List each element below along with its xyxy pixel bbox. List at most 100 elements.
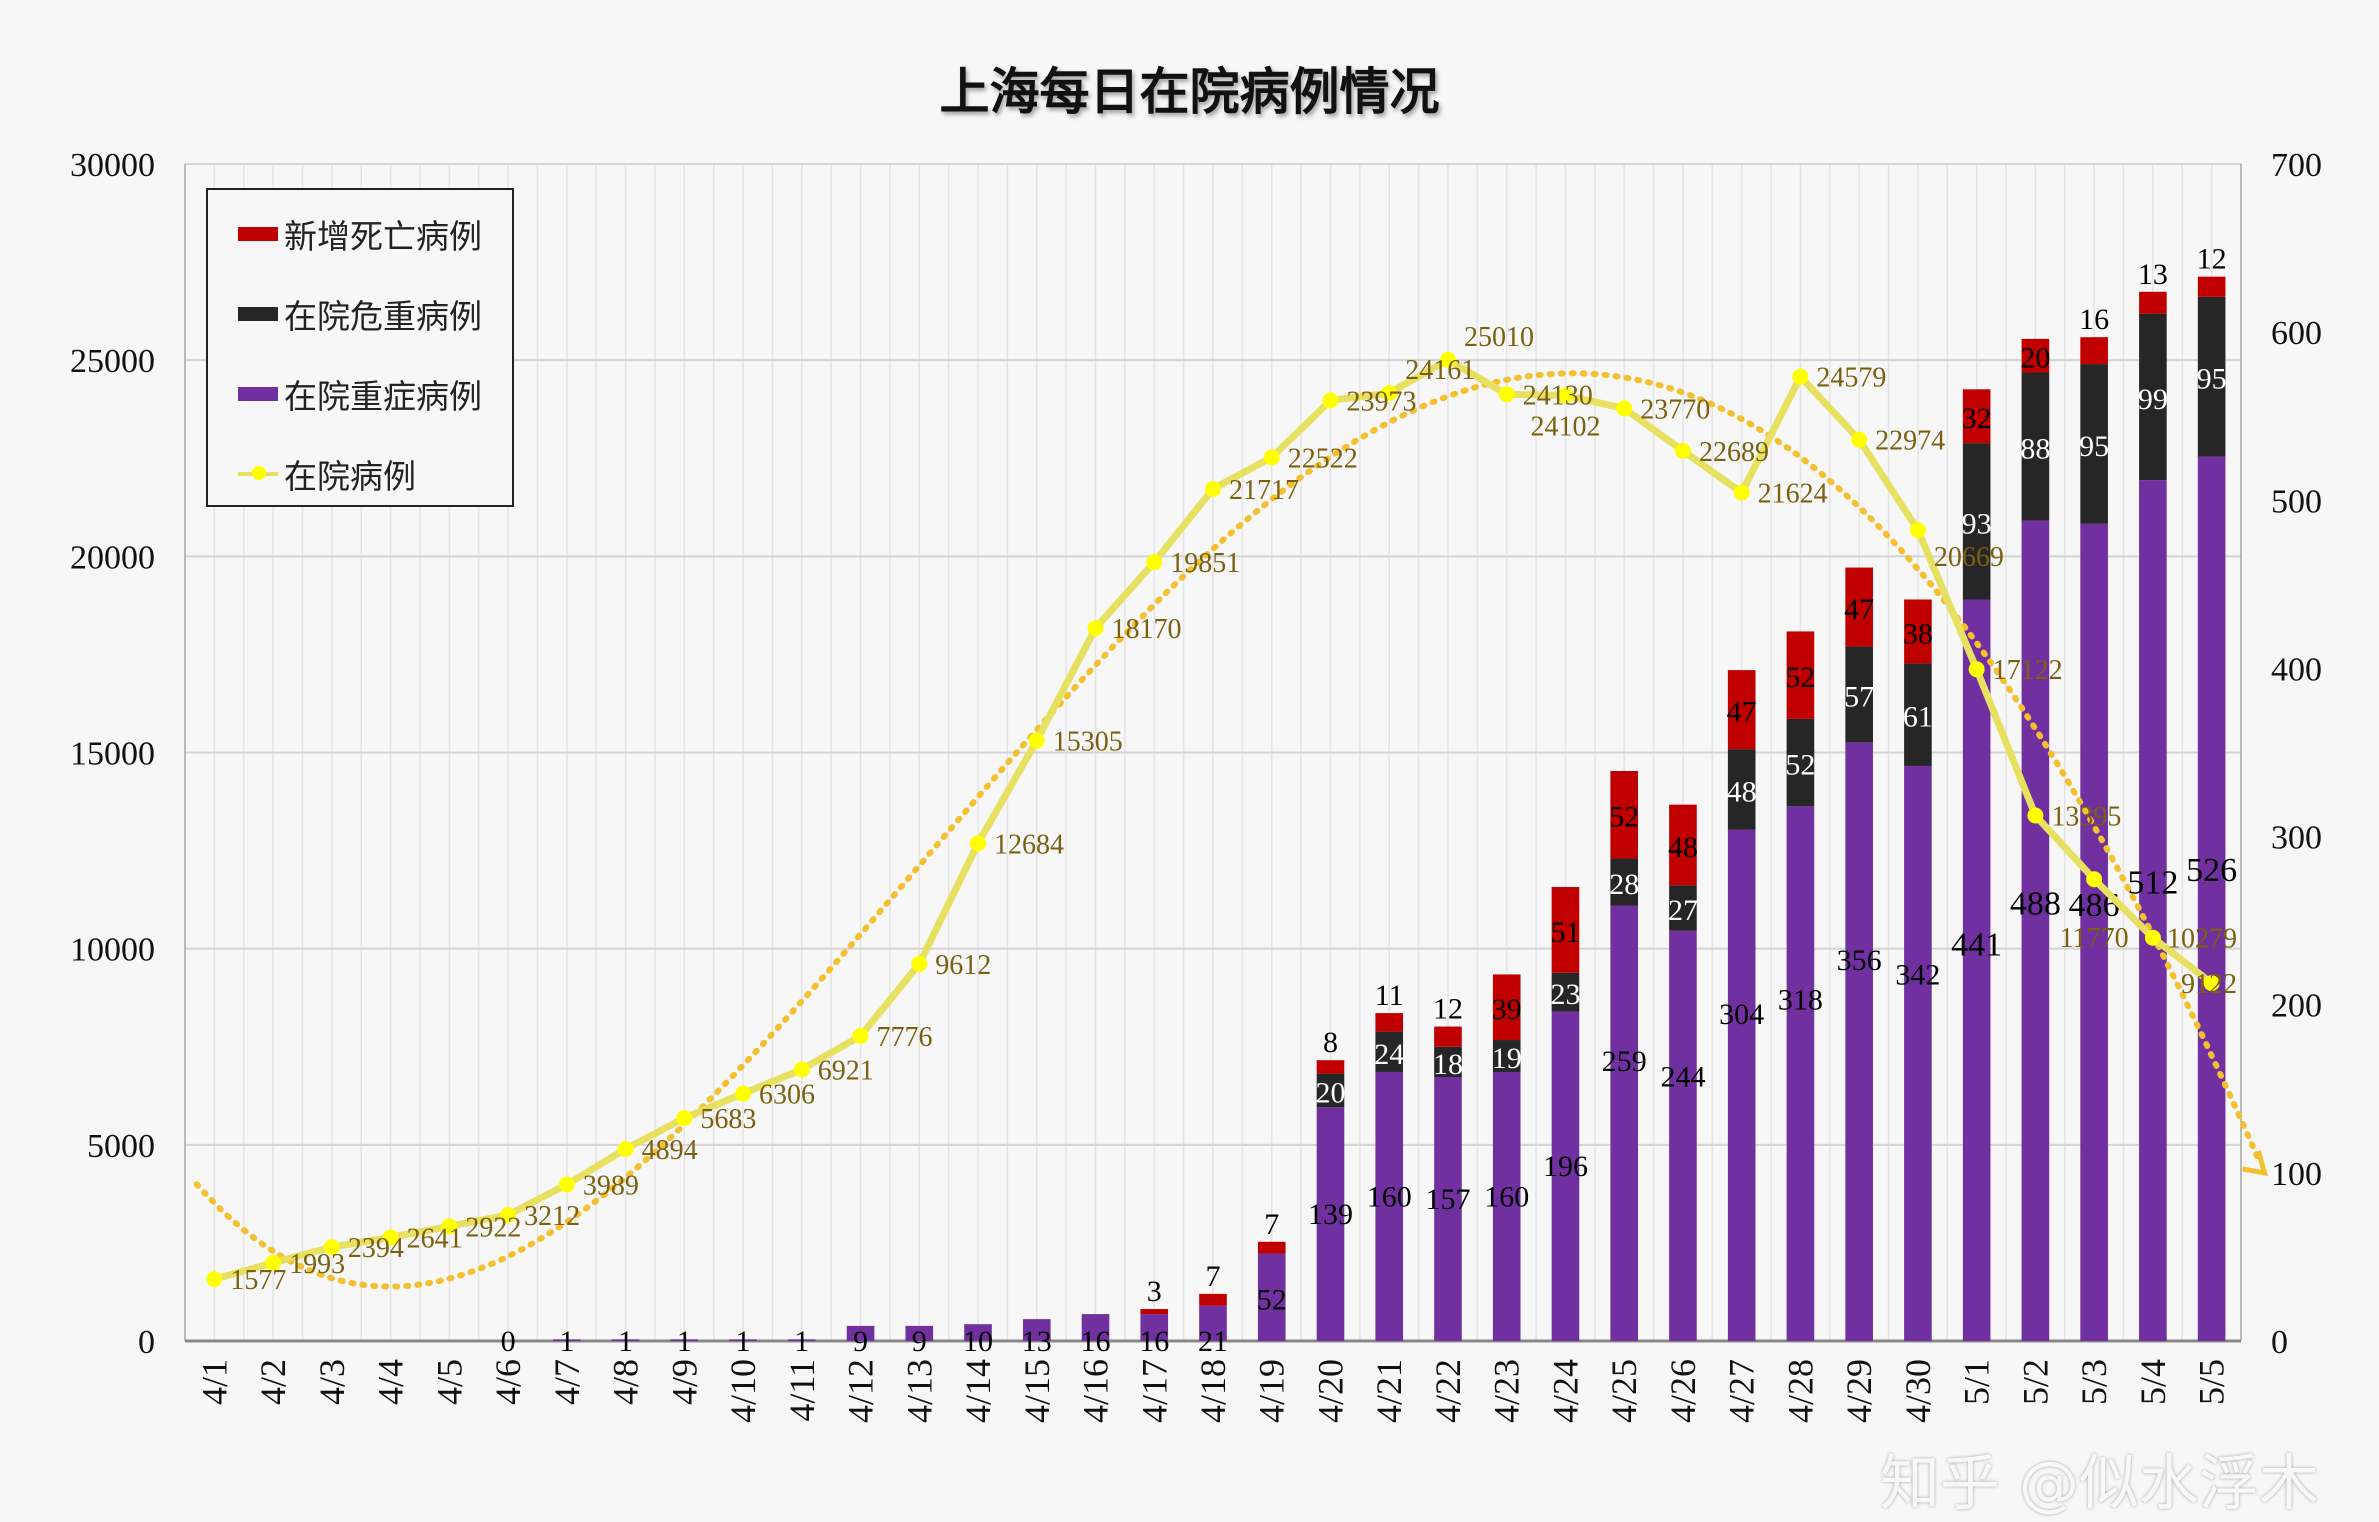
deaths-label: 11: [1375, 979, 1404, 1012]
hospitalized-point: [1028, 732, 1045, 749]
hospitalized-label: 17122: [1993, 655, 2063, 686]
hospitalized-label: 1993: [289, 1249, 345, 1280]
hospitalized-label: 2394: [348, 1233, 404, 1264]
deaths-bar: [1316, 1060, 1345, 1074]
severe-bar: [2197, 456, 2226, 1341]
critical-bar: [1962, 443, 1991, 600]
hospitalized-label: 22522: [1288, 443, 1358, 474]
severe-label: 196: [1543, 1150, 1588, 1183]
hospitalized-label: 3212: [524, 1201, 580, 1232]
severe-label: 21: [1198, 1325, 1228, 1358]
deaths-label: 7: [1206, 1260, 1221, 1293]
severe-bar: [729, 1339, 757, 1341]
hospitalized-label: 4894: [642, 1135, 698, 1166]
critical-label: 95: [2197, 363, 2227, 396]
deaths-bar: [1669, 804, 1697, 886]
x-tick-label: 4/20: [1310, 1359, 1350, 1423]
severe-label: 356: [1837, 944, 1882, 977]
legend-label: 在院重症病例: [284, 377, 482, 416]
severe-label: 526: [2186, 852, 2237, 889]
severe-label: 512: [2127, 864, 2178, 901]
hospitalized-point: [382, 1229, 399, 1246]
critical-label: 19: [1492, 1042, 1522, 1075]
critical-bar: [1316, 1073, 1345, 1108]
hospitalized-point: [1909, 522, 1926, 539]
hospitalized-label: 6306: [759, 1080, 815, 1111]
hospitalized-point: [1674, 442, 1691, 459]
hospitalized-label: 24102: [1530, 411, 1600, 442]
severe-label: 16: [1139, 1325, 1169, 1358]
hospitalized-point: [206, 1271, 223, 1288]
deaths-bar: [1904, 599, 1932, 664]
x-tick-label: 4/1: [194, 1359, 234, 1405]
hospitalized-point: [1381, 385, 1398, 402]
critical-bar: [1434, 1046, 1462, 1078]
severe-label: 318: [1778, 983, 1823, 1016]
x-tick-label: 4/5: [429, 1359, 469, 1405]
legend-item-deaths: 新增死亡病例: [238, 210, 482, 258]
deaths-label: 47: [1727, 696, 1757, 729]
x-tick-label: 4/27: [1722, 1359, 1762, 1423]
right-axis-tick-label: 300: [2271, 820, 2322, 857]
legend-swatch-hospitalized: [238, 466, 278, 480]
severe-label: 52: [1257, 1283, 1287, 1316]
critical-label: 27: [1668, 894, 1698, 927]
deaths-bar: [1786, 631, 1815, 719]
severe-label: 441: [1951, 926, 2002, 963]
hospitalized-label: 24130: [1523, 380, 1593, 411]
left-axis-tick-label: 20000: [70, 539, 155, 576]
deaths-bar: [1375, 1013, 1404, 1032]
right-axis-tick-label: 400: [2271, 651, 2322, 688]
left-axis-tick-label: 25000: [70, 343, 155, 380]
deaths-bar: [2021, 338, 2050, 373]
hospitalized-point: [2027, 807, 2044, 824]
hospitalized-point: [911, 955, 928, 972]
hospitalized-label: 24579: [1816, 363, 1886, 394]
hospitalized-label: 9612: [935, 950, 991, 981]
severe-bar: [1786, 806, 1815, 1341]
x-tick-label: 4/14: [958, 1359, 998, 1423]
x-tick-label: 5/2: [2015, 1359, 2055, 1405]
hospitalized-point: [676, 1110, 693, 1127]
trendline-arrow-icon: [2242, 1150, 2268, 1177]
severe-bar: [1962, 599, 1991, 1341]
x-tick-label: 5/1: [1957, 1359, 1997, 1405]
left-axis-tick-label: 15000: [70, 736, 155, 773]
severe-bar: [787, 1339, 816, 1341]
x-tick-label: 4/12: [841, 1359, 881, 1423]
severe-label: 1: [736, 1325, 751, 1358]
critical-bar: [1551, 972, 1580, 1012]
critical-bar: [1669, 885, 1697, 931]
critical-label: 88: [2020, 432, 2050, 465]
severe-bar: [1434, 1077, 1462, 1341]
hospitalized-point: [1322, 392, 1339, 409]
hospitalized-point: [793, 1061, 810, 1078]
hospitalized-point: [970, 835, 987, 852]
deaths-bar: [1434, 1026, 1462, 1047]
deaths-label: 16: [2079, 303, 2109, 336]
watermark: 知乎 @似水浮木: [1879, 1449, 2319, 1519]
legend-swatch-deaths: [238, 227, 278, 241]
severe-label: 1: [794, 1325, 809, 1358]
hospitalized-point: [265, 1254, 282, 1271]
hospitalized-label: 24161: [1405, 355, 1475, 386]
hospitalized-point: [735, 1085, 752, 1102]
hospitalized-label: 23770: [1640, 394, 1710, 425]
x-tick-label: 4/3: [312, 1359, 352, 1405]
hospitalized-point: [1851, 431, 1868, 448]
severe-label: 488: [2010, 885, 2061, 922]
severe-label: 16: [1081, 1325, 1111, 1358]
hospitalized-label: 21624: [1758, 479, 1828, 510]
severe-label: 160: [1367, 1180, 1412, 1213]
hospitalized-point: [1498, 386, 1515, 403]
hospitalized-label: 2641: [407, 1223, 463, 1254]
hospitalized-label: 11770: [2060, 923, 2129, 954]
x-tick-label: 4/21: [1369, 1359, 1409, 1423]
hospitalized-label: 1577: [230, 1265, 286, 1296]
critical-bar: [1845, 646, 1873, 743]
severe-label: 160: [1484, 1180, 1529, 1213]
deaths-bar: [2080, 337, 2108, 365]
hospitalized-point: [1616, 400, 1633, 417]
left-axis-tick-label: 0: [138, 1324, 155, 1361]
deaths-label: 20: [2020, 342, 2050, 375]
